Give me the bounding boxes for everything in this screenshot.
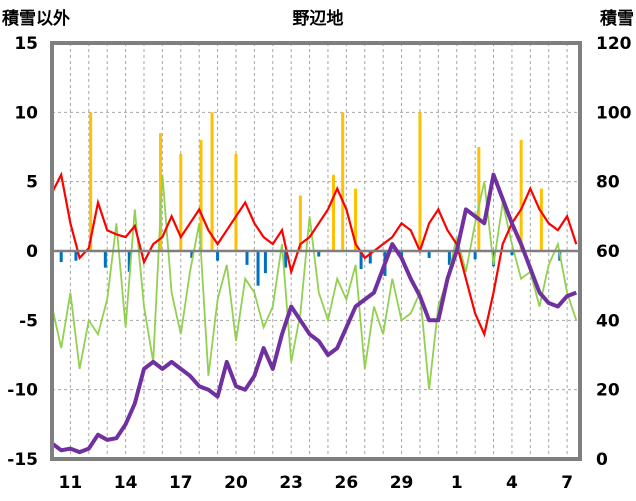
x-tick-6: 29 — [390, 473, 414, 493]
x-tick-4: 23 — [279, 473, 303, 493]
precip-negative-bar-2 — [103, 251, 107, 268]
precip-negative-bar-16 — [447, 251, 451, 265]
snowfall-bar-13 — [539, 188, 543, 251]
precip-negative-bar-0 — [59, 251, 63, 263]
snow-depth-line — [50, 172, 578, 455]
left-axis-title: 積雪以外 — [2, 8, 70, 29]
left-tick-5: -10 — [7, 381, 38, 401]
precip-negative-bar-4 — [190, 251, 194, 258]
snowfall-bar-10 — [418, 112, 422, 251]
snowfall-bar-11 — [477, 147, 481, 251]
temperature-line — [51, 171, 578, 338]
precip-negative-bar-3 — [127, 251, 131, 272]
x-tick-8: 4 — [506, 473, 518, 493]
precip-negative-bar-11 — [359, 251, 363, 270]
humidity-like-line — [51, 174, 578, 390]
right-tick-6: 0 — [596, 450, 608, 470]
snowfall-bar-2 — [179, 153, 183, 251]
precip-negative-bar-12 — [368, 251, 372, 264]
right-axis-title: 積雪 — [600, 8, 634, 29]
precip-negative-bar-7 — [256, 251, 260, 286]
snowfall-bars — [89, 112, 543, 251]
snowfall-bar-4 — [210, 112, 214, 251]
snowfall-bar-3 — [199, 140, 203, 251]
precip-negative-bar-8 — [263, 251, 267, 274]
right-tick-3: 60 — [596, 242, 620, 262]
left-tick-2: 5 — [26, 173, 38, 193]
precip-negative-bar-9 — [284, 251, 288, 268]
chart-title: 野辺地 — [293, 8, 344, 29]
left-y-ticks: 15 10 5 0 -5 -10 -15 — [7, 34, 38, 470]
right-tick-4: 40 — [596, 311, 620, 331]
left-tick-1: 10 — [14, 103, 38, 123]
right-tick-1: 100 — [596, 103, 632, 123]
precip-negative-bar-10 — [317, 251, 321, 257]
right-tick-5: 20 — [596, 381, 620, 401]
precip-negative-bar-5 — [216, 251, 220, 261]
x-tick-7: 1 — [451, 473, 463, 493]
left-tick-6: -15 — [7, 450, 38, 470]
snowfall-bar-9 — [354, 188, 358, 251]
x-tick-3: 20 — [224, 473, 248, 493]
x-tick-9: 7 — [561, 473, 573, 493]
snowfall-bar-0 — [89, 112, 93, 251]
left-tick-3: 0 — [26, 242, 38, 262]
right-y-ticks: 120 100 80 60 40 20 0 — [596, 34, 632, 470]
snowfall-bar-1 — [159, 133, 163, 251]
snowfall-bar-8 — [341, 112, 345, 251]
precip-negative-bar-17 — [473, 251, 477, 260]
left-tick-0: 15 — [14, 34, 38, 54]
x-tick-0: 11 — [59, 473, 83, 493]
precip-negative-bar-15 — [427, 251, 431, 258]
snowfall-bar-12 — [519, 140, 523, 251]
snowfall-bar-7 — [331, 174, 335, 251]
x-tick-1: 14 — [114, 473, 138, 493]
x-tick-5: 26 — [335, 473, 359, 493]
precip-negative-bar-19 — [510, 251, 514, 256]
plot-frame — [50, 41, 582, 461]
precip-negative-bar-1 — [74, 251, 78, 261]
snowfall-bar-5 — [234, 153, 238, 251]
left-tick-4: -5 — [19, 311, 38, 331]
right-tick-0: 120 — [596, 34, 632, 54]
precip-negative-bar-6 — [245, 251, 249, 265]
precip-negative-bars — [59, 251, 562, 286]
x-ticks: 11 14 17 20 23 26 29 1 4 7 — [59, 473, 573, 493]
snowfall-bar-6 — [298, 195, 302, 251]
right-tick-2: 80 — [596, 173, 620, 193]
x-tick-2: 17 — [169, 473, 193, 493]
